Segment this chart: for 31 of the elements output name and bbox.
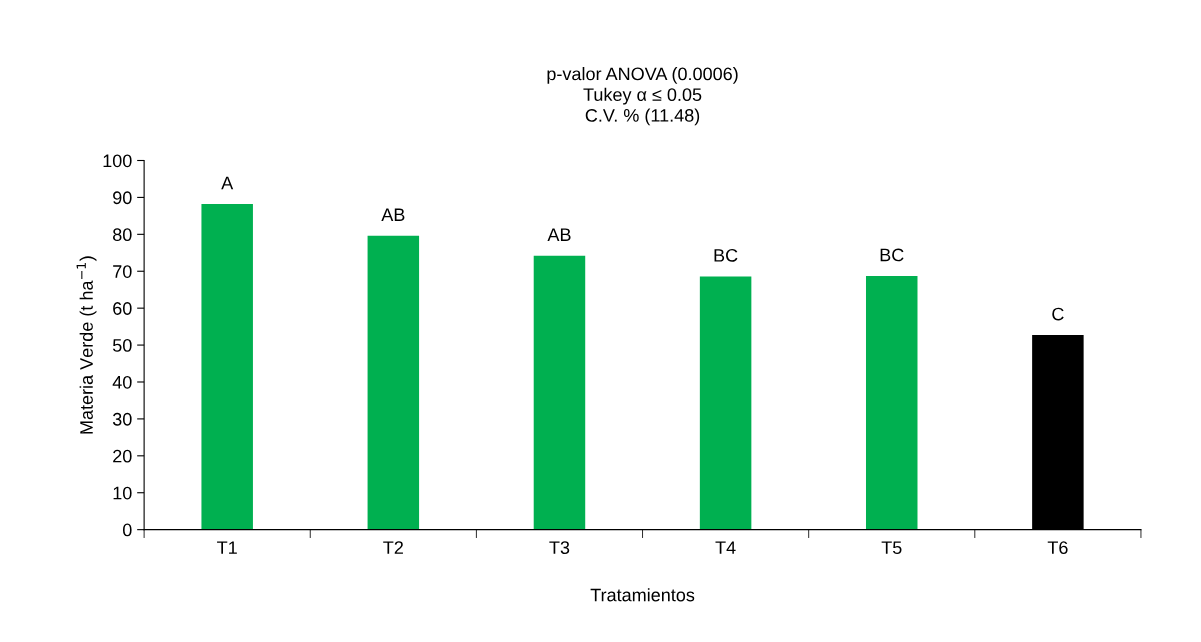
y-tick-label: 40 [112, 375, 132, 389]
annotation: A [221, 176, 234, 190]
chart-title: p-valor ANOVA (0.0006) Tukey α ≤ 0.05 C.V. % (11.48) [547, 67, 738, 126]
y-tick-label: 70 [113, 265, 132, 278]
bar [533, 255, 586, 530]
y-tick-label: 90 [113, 191, 132, 205]
x-tick-label: T3 [549, 541, 570, 555]
y-tick-label: 80 [113, 228, 132, 242]
y-tick-label: 100 [103, 154, 132, 168]
x-axis-title: Tratamientos [590, 588, 695, 602]
bar [699, 276, 752, 530]
y-tick-label: 30 [112, 412, 132, 426]
y-tick-label: 10 [113, 486, 132, 500]
y-tick-label: 50 [112, 339, 132, 352]
x-tick-label: T5 [881, 541, 902, 555]
annotation: BC [714, 248, 738, 262]
bar [201, 204, 253, 530]
x-tick-label: T1 [217, 541, 237, 554]
y-axis-title: Materia Verde (t ha$^{−1}$) [76, 256, 97, 434]
x-tick-label: T2 [383, 541, 403, 554]
x-tick-label: T4 [715, 541, 736, 554]
annotation: BC [880, 248, 904, 262]
bar [865, 276, 918, 530]
annotation: C [1052, 307, 1064, 321]
y-tick-label: 20 [113, 449, 132, 463]
y-tick-label: 0 [122, 523, 132, 537]
annotation: AB [381, 208, 405, 221]
bar [367, 235, 420, 530]
x-tick-label: T6 [1047, 541, 1068, 555]
annotation: AB [547, 228, 571, 241]
y-tick-label: 60 [113, 302, 132, 315]
